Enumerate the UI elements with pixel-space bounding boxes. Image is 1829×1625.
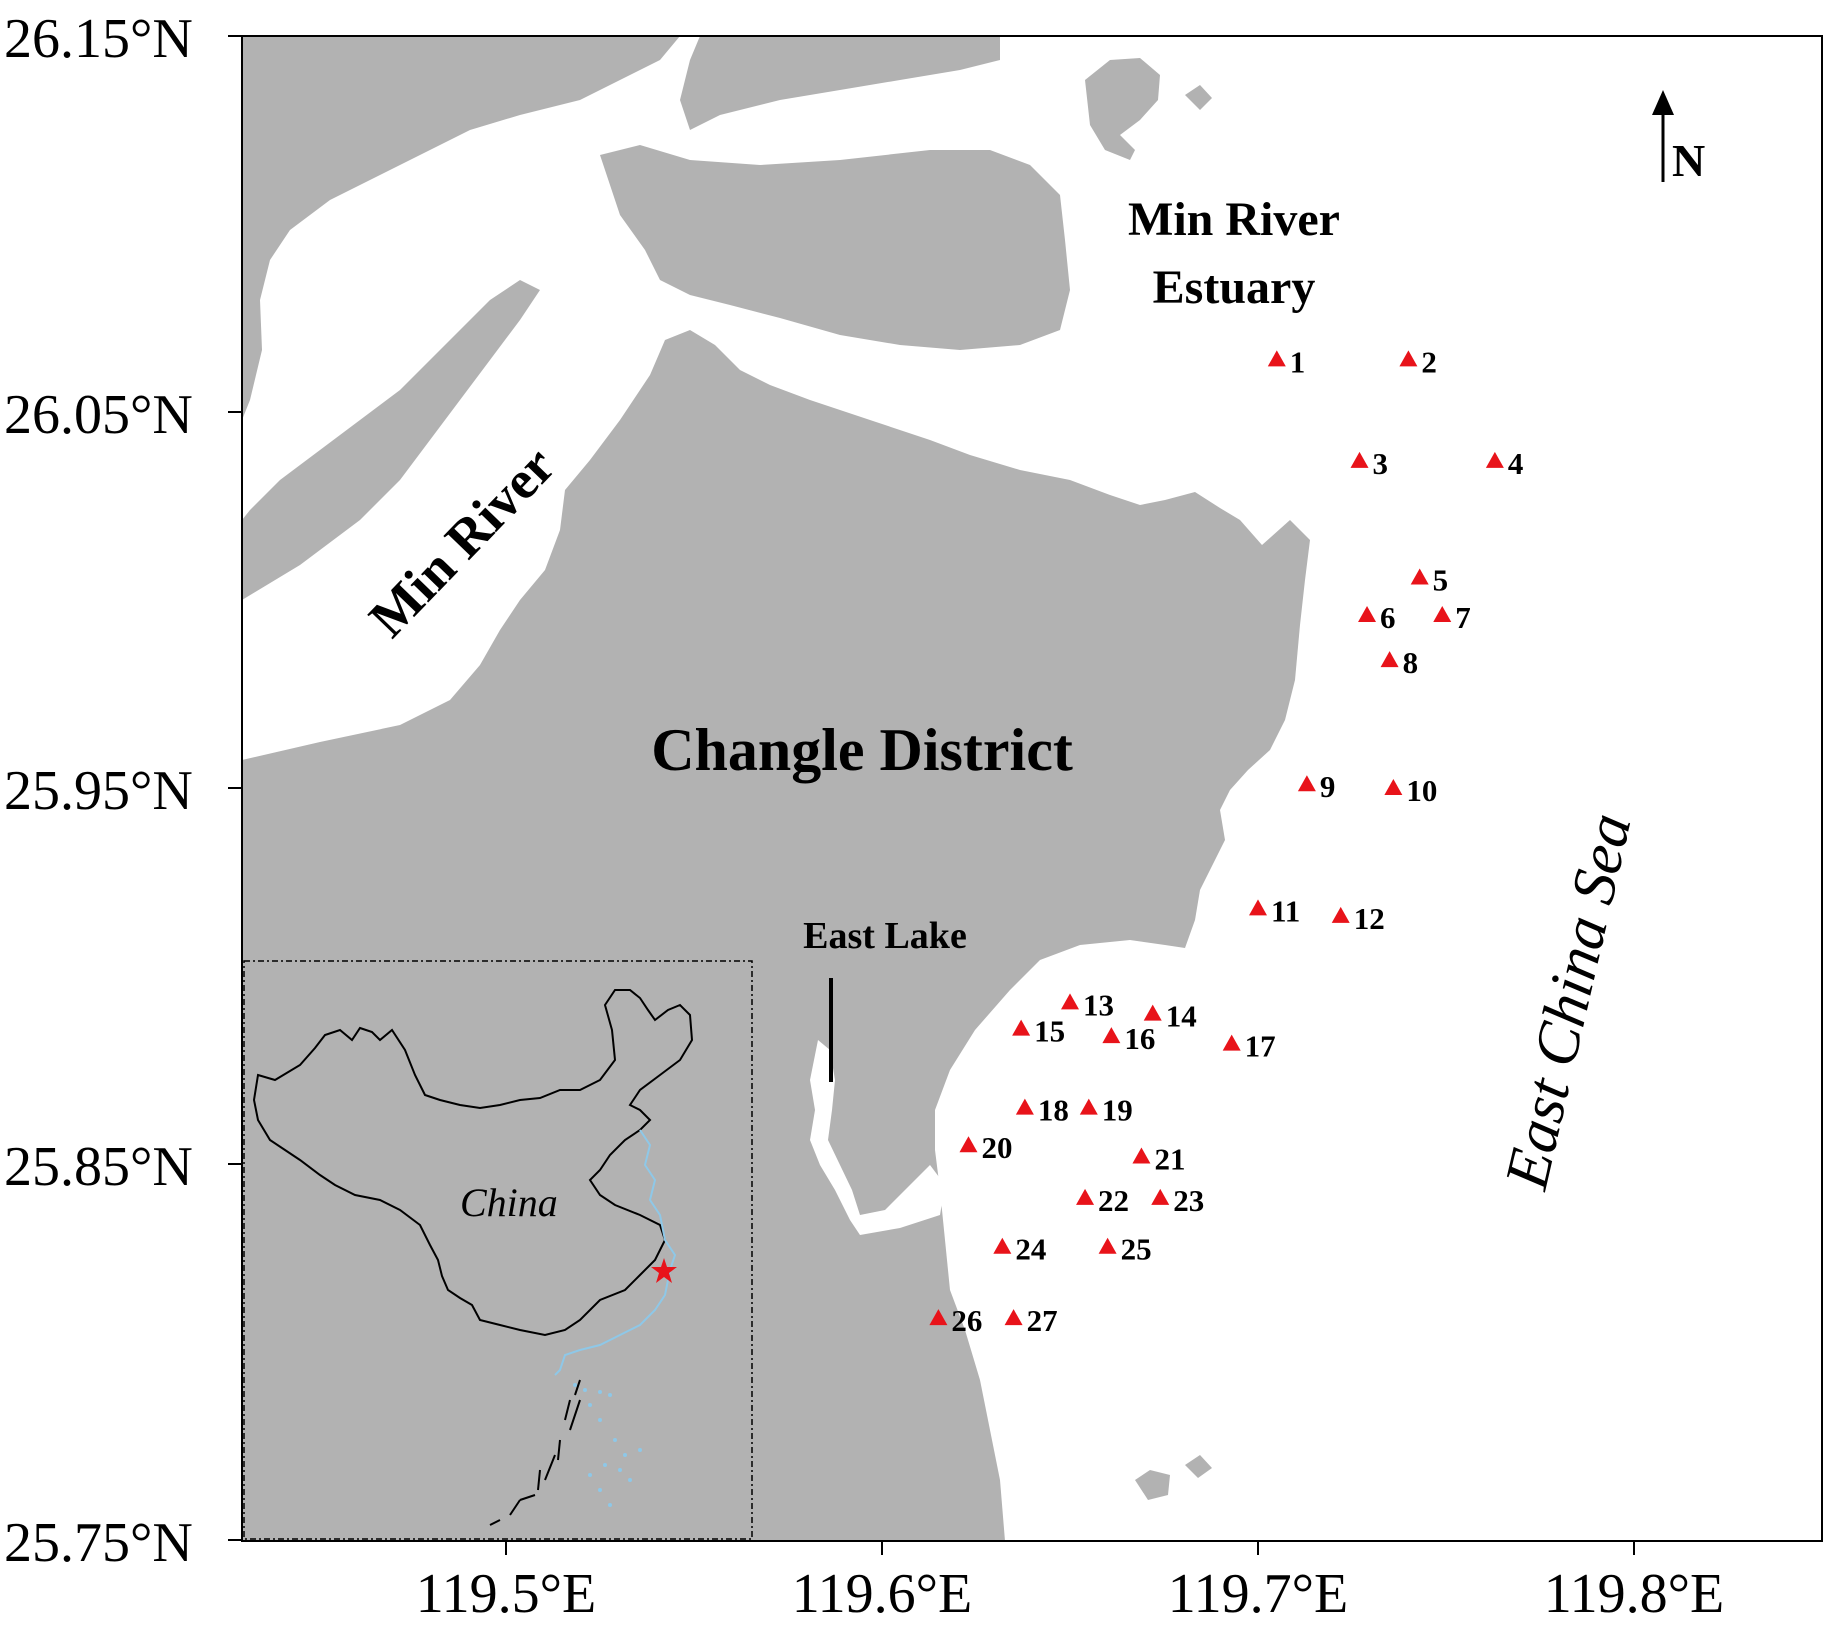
station-label: 22	[1098, 1183, 1129, 1218]
station-marker	[1267, 350, 1286, 367]
station-label: 6	[1380, 600, 1396, 635]
north-strip	[680, 36, 1000, 130]
station-marker	[1143, 1004, 1162, 1021]
north-island	[600, 145, 1070, 350]
north-arrow: N	[1652, 90, 1705, 186]
lat-tick-label: 26.15°N	[4, 8, 193, 70]
station-label: 23	[1173, 1183, 1204, 1218]
station-marker	[1331, 906, 1350, 923]
station-marker	[993, 1237, 1012, 1254]
estuary-label-line1: Min River	[1128, 193, 1340, 246]
station-label: 13	[1083, 987, 1114, 1022]
station-marker	[1132, 1147, 1151, 1164]
station-label: 10	[1406, 773, 1437, 808]
station-label: 12	[1354, 901, 1385, 936]
station-label: 3	[1373, 446, 1389, 481]
station-label: 21	[1154, 1141, 1185, 1176]
south-sea-dashes	[489, 1379, 581, 1526]
inset-country-label: China	[460, 1180, 558, 1225]
lat-tick-label: 25.75°N	[4, 1512, 193, 1574]
station-label: 17	[1245, 1029, 1276, 1064]
inset-star	[651, 1258, 677, 1283]
lon-tick-label: 119.8°E	[1544, 1563, 1725, 1625]
station-label: 26	[951, 1303, 982, 1338]
station-label: 24	[1015, 1232, 1046, 1267]
north-label: N	[1672, 135, 1705, 186]
station-marker	[1004, 1309, 1023, 1326]
station-marker	[1012, 1019, 1031, 1036]
lon-axis: 119.5°E 119.6°E 119.7°E 119.8°E	[416, 1541, 1725, 1625]
station-marker	[959, 1136, 978, 1153]
station-label: 7	[1455, 600, 1471, 635]
station-label: 2	[1421, 344, 1437, 379]
station-label: 4	[1508, 446, 1524, 481]
station-label: 20	[981, 1130, 1012, 1165]
lat-axis: 26.15°N 26.05°N 25.95°N 25.85°N 25.75°N	[4, 8, 242, 1574]
small-island-1	[1185, 85, 1212, 110]
station-label: 25	[1121, 1232, 1152, 1267]
station-label: 15	[1034, 1014, 1065, 1049]
station-marker	[1098, 1237, 1117, 1254]
lon-tick-label: 119.6°E	[792, 1563, 973, 1625]
station-marker	[1399, 350, 1418, 367]
station-label: 11	[1271, 893, 1300, 928]
station-marker	[1076, 1188, 1095, 1205]
station-marker	[1433, 606, 1452, 623]
china-coast	[554, 1129, 677, 1376]
north-arrow-head	[1652, 90, 1674, 115]
lat-tick-label: 25.85°N	[4, 1136, 193, 1198]
station-label: 18	[1038, 1093, 1069, 1128]
station-label: 14	[1166, 999, 1197, 1034]
station-marker	[1151, 1188, 1170, 1205]
station-marker	[1358, 606, 1377, 623]
station-label: 1	[1290, 344, 1306, 379]
lat-tick-label: 26.05°N	[4, 384, 193, 446]
east-lake-label: East Lake	[803, 915, 967, 957]
station-marker	[1410, 568, 1429, 585]
small-island-3	[1135, 1470, 1170, 1500]
station-marker	[1222, 1034, 1241, 1051]
west-bank	[242, 280, 540, 600]
station-marker	[929, 1309, 948, 1326]
station-label: 16	[1124, 1021, 1155, 1056]
china-inset: China	[243, 960, 753, 1540]
lon-tick-label: 119.5°E	[416, 1563, 597, 1625]
station-label: 5	[1433, 562, 1449, 597]
china-outline	[252, 989, 694, 1337]
station-label: 8	[1403, 645, 1419, 680]
small-island-4	[1185, 1455, 1212, 1478]
station-marker	[1350, 451, 1369, 468]
station-marker	[1384, 779, 1403, 795]
east-lake	[810, 1040, 945, 1235]
small-island-2	[1090, 495, 1125, 520]
lon-tick-label: 119.7°E	[1168, 1563, 1349, 1625]
station-marker	[1061, 993, 1079, 1010]
district-label: Changle District	[651, 717, 1073, 783]
station-marker	[1079, 1098, 1098, 1115]
station-marker	[1015, 1098, 1034, 1115]
inset-frame	[243, 960, 753, 1540]
estuary-island	[1085, 58, 1160, 160]
south-sea-islands	[573, 1383, 642, 1507]
station-label: 19	[1102, 1093, 1133, 1128]
station-marker	[1102, 1027, 1121, 1044]
estuary-label-line2: Estuary	[1153, 261, 1316, 314]
station-marker	[1380, 651, 1399, 668]
lat-tick-label: 25.95°N	[4, 760, 193, 822]
northwest-land	[242, 36, 680, 420]
station-label: 27	[1027, 1303, 1058, 1338]
station-label: 9	[1320, 769, 1336, 804]
station-marker	[1297, 775, 1316, 792]
station-marker	[1249, 899, 1267, 916]
station-marker	[1485, 451, 1504, 468]
